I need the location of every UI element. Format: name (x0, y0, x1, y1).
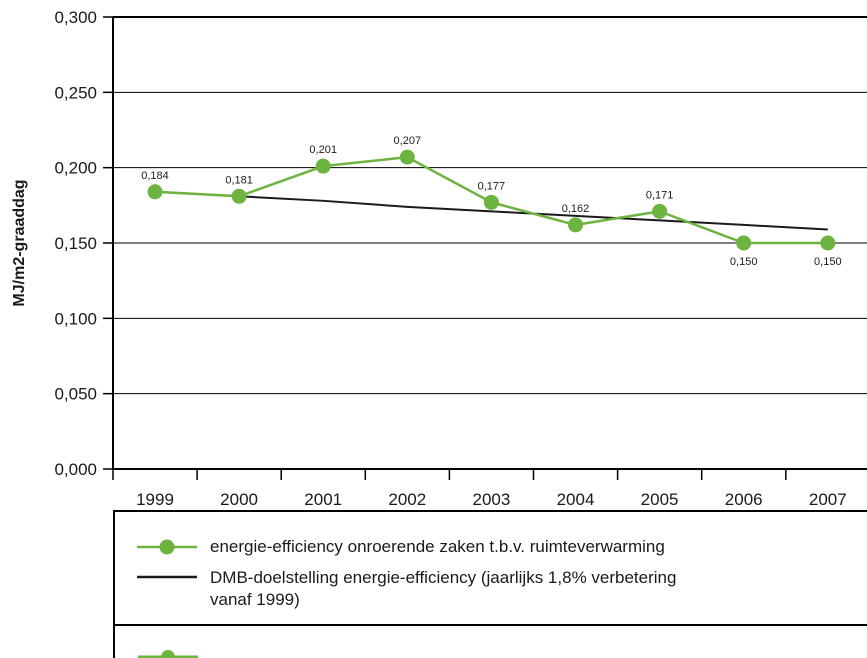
legend-label-target-line1: DMB-doelstelling energie-efficiency (jaa… (210, 567, 676, 588)
legend-label-target-line2: vanaf 1999) (210, 589, 300, 610)
legend-green-circle-icon (160, 540, 175, 555)
legend-label-efficiency: energie-efficiency onroerende zaken t.b.… (210, 536, 665, 557)
